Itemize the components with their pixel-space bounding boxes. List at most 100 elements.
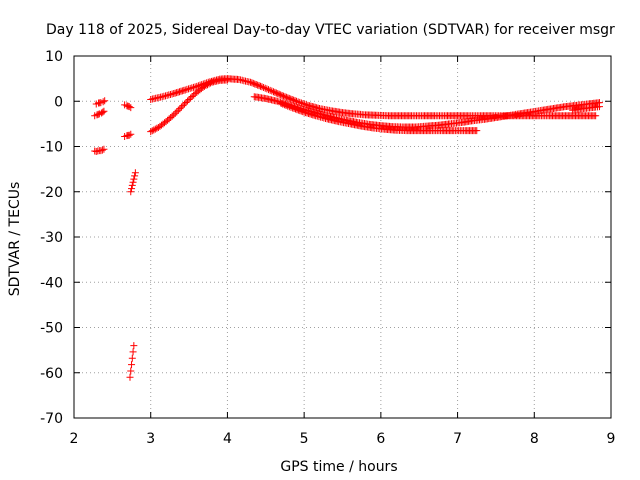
data-point bbox=[299, 100, 307, 108]
data-point bbox=[258, 83, 266, 91]
data-point bbox=[185, 85, 193, 93]
series-arc-e bbox=[121, 101, 135, 112]
data-point bbox=[150, 126, 158, 134]
data-point bbox=[290, 96, 298, 104]
data-point bbox=[198, 81, 206, 89]
data-point bbox=[128, 354, 136, 362]
x-tick-label: 7 bbox=[453, 431, 462, 447]
data-point bbox=[171, 109, 179, 117]
axes: 2 3 4 5 6 7 8 9 -70 -60 -50 -40 -30 -20 -10 0 10 bbox=[40, 49, 615, 447]
data-point bbox=[278, 91, 286, 99]
data-point bbox=[293, 106, 301, 114]
series-arc-k bbox=[277, 100, 481, 135]
data-point bbox=[187, 94, 195, 102]
data-point bbox=[252, 81, 260, 89]
data-point bbox=[260, 83, 268, 91]
data-point bbox=[185, 95, 193, 103]
data-point bbox=[263, 85, 271, 93]
data-point bbox=[302, 101, 310, 109]
data-point bbox=[274, 90, 282, 98]
data-point bbox=[282, 101, 290, 109]
data-point bbox=[188, 93, 196, 101]
data-point bbox=[127, 188, 135, 196]
data-point bbox=[194, 82, 202, 90]
data-point bbox=[279, 100, 287, 108]
data-point bbox=[268, 87, 276, 95]
data-point bbox=[131, 169, 139, 177]
data-point bbox=[273, 97, 281, 105]
series-arc-a bbox=[91, 145, 108, 155]
data-point bbox=[246, 78, 254, 86]
data-point bbox=[282, 93, 290, 101]
data-point bbox=[101, 97, 109, 105]
data-point bbox=[277, 100, 285, 108]
data-point bbox=[473, 127, 481, 135]
data-point bbox=[179, 102, 187, 110]
data-point bbox=[168, 112, 176, 120]
data-point bbox=[285, 94, 293, 102]
data-point bbox=[199, 80, 207, 88]
data-point bbox=[191, 83, 199, 91]
data-point bbox=[261, 84, 269, 92]
data-point bbox=[257, 82, 265, 90]
data-point bbox=[147, 128, 155, 136]
data-point bbox=[280, 92, 288, 100]
data-point bbox=[180, 100, 188, 108]
data-point bbox=[266, 86, 274, 94]
data-point bbox=[127, 130, 135, 138]
x-tick-label: 2 bbox=[70, 431, 79, 447]
data-point bbox=[595, 103, 603, 111]
data-point bbox=[186, 84, 194, 92]
x-tick-label: 6 bbox=[376, 431, 385, 447]
data-point bbox=[292, 105, 300, 113]
data-point bbox=[249, 79, 257, 87]
data-point bbox=[280, 101, 288, 109]
data-point bbox=[296, 98, 304, 106]
data-point bbox=[269, 88, 277, 96]
data-point bbox=[173, 108, 181, 116]
y-tick-label: -40 bbox=[40, 275, 63, 291]
data-point bbox=[125, 131, 133, 139]
data-point bbox=[592, 112, 600, 120]
data-point bbox=[99, 98, 107, 106]
data-point bbox=[151, 125, 159, 133]
data-point bbox=[275, 90, 283, 98]
y-tick-label: -20 bbox=[40, 185, 63, 201]
y-tick-label: -50 bbox=[40, 321, 63, 337]
data-point bbox=[255, 82, 263, 90]
data-point bbox=[297, 99, 305, 107]
chart-title: Day 118 of 2025, Sidereal Day-to-day VTE… bbox=[46, 22, 615, 38]
series-arc-l bbox=[569, 103, 603, 114]
data-point bbox=[201, 79, 209, 87]
data-point bbox=[288, 96, 296, 104]
data-point bbox=[189, 83, 197, 91]
series-arc-h bbox=[147, 76, 231, 136]
data-point bbox=[292, 97, 300, 105]
y-tick-label: -70 bbox=[40, 411, 63, 427]
data-point bbox=[285, 103, 293, 111]
data-point bbox=[254, 81, 262, 89]
data-point bbox=[287, 95, 295, 103]
data-point bbox=[130, 342, 138, 350]
data-point bbox=[284, 94, 292, 102]
data-point bbox=[193, 82, 201, 90]
data-point bbox=[183, 85, 191, 93]
data-point bbox=[277, 91, 285, 99]
series-arc-c bbox=[92, 97, 109, 108]
data-point bbox=[174, 106, 182, 114]
data-point bbox=[100, 107, 108, 115]
data-point bbox=[182, 99, 190, 107]
data-point bbox=[127, 104, 135, 112]
data-point bbox=[203, 79, 211, 87]
x-tick-label: 9 bbox=[607, 431, 616, 447]
data-point bbox=[184, 97, 192, 105]
data-point bbox=[289, 104, 297, 112]
grid-lines bbox=[74, 56, 611, 418]
data-point bbox=[296, 107, 304, 115]
data-point bbox=[99, 108, 107, 116]
data-point bbox=[131, 172, 139, 180]
x-axis-label: GPS time / hours bbox=[280, 459, 397, 475]
y-tick-label: 10 bbox=[45, 49, 63, 65]
data-point bbox=[98, 146, 106, 154]
x-tick-label: 5 bbox=[300, 431, 309, 447]
